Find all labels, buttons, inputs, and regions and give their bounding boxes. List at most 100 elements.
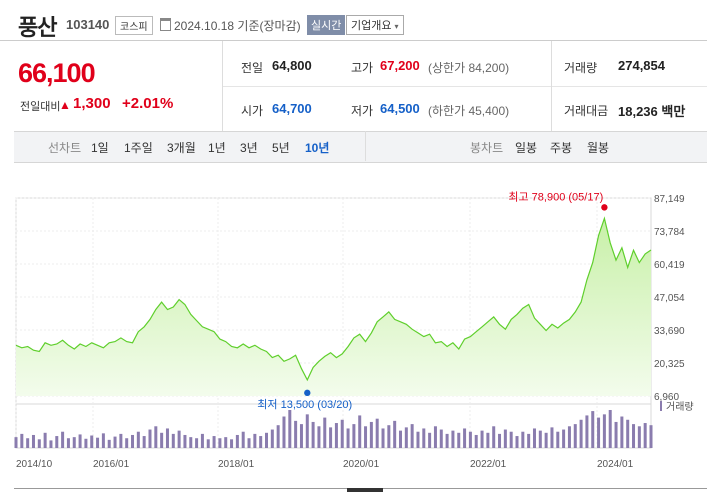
volume-bar <box>334 423 338 448</box>
volume-bar <box>527 433 531 448</box>
volume-bar <box>626 419 630 448</box>
volume-bar <box>259 436 263 448</box>
chart-annotations: 최고 78,900 (05/17) 최저 13,500 (03/20) <box>257 190 608 411</box>
volume-bar <box>393 420 397 448</box>
volume-bar <box>398 430 402 448</box>
volume-bars: 거래량 <box>14 401 694 448</box>
volume-bar <box>247 438 251 448</box>
x-tick-label: 2022/01 <box>470 459 507 470</box>
volume-bar <box>270 429 274 448</box>
volume-bar <box>66 438 70 448</box>
volume-legend: 거래량 <box>666 401 694 413</box>
price-line <box>15 216 652 382</box>
volume-bar <box>532 428 536 448</box>
volume-bar <box>276 425 280 448</box>
tab-3m[interactable]: 3개월 <box>167 141 196 155</box>
stats-vsep <box>551 41 552 131</box>
volume-bar <box>195 438 199 448</box>
company-info-dropdown[interactable]: 기업개요 ▾ <box>346 15 404 35</box>
volume-bar <box>632 424 636 448</box>
volume-bar <box>346 428 350 448</box>
open-value: 64,700 <box>272 101 312 116</box>
tab-3y[interactable]: 3년 <box>240 141 258 155</box>
upper-limit: (상한가 84,200) <box>428 61 510 75</box>
date-value: 2024.10.18 <box>174 19 235 33</box>
x-tick-label: 2020/01 <box>343 459 380 470</box>
low-label: 저가 <box>351 104 374 118</box>
tab-1y[interactable]: 1년 <box>208 141 226 155</box>
volume-bar <box>212 436 216 448</box>
volume-bar <box>562 429 566 448</box>
tab-weekly-candle[interactable]: 주봉 <box>550 141 573 155</box>
volume-bar <box>49 440 53 448</box>
volume-bar <box>113 436 117 448</box>
tab-5y[interactable]: 5년 <box>272 141 290 155</box>
volume-value: 274,854 <box>618 58 665 73</box>
volume-bar <box>474 434 478 448</box>
amount-label: 거래대금 <box>564 104 609 118</box>
y-tick-label: 87,149 <box>654 194 685 205</box>
volume-bar <box>218 438 222 448</box>
y-tick-label: 20,325 <box>654 359 685 370</box>
volume-bar <box>37 439 41 448</box>
volume-bar <box>369 421 373 448</box>
stock-code: 103140 <box>66 17 110 32</box>
volume-bar <box>189 437 193 448</box>
volume-bar <box>538 430 542 448</box>
lower-limit: (하한가 45,400) <box>428 104 510 118</box>
volume-bar <box>148 429 152 448</box>
volume-bar <box>544 432 548 448</box>
change-label: 전일대비 <box>20 101 61 113</box>
tab-monthly-candle[interactable]: 월봉 <box>587 141 610 155</box>
volume-bar <box>358 415 362 448</box>
volume-bar <box>224 437 228 448</box>
header-divider <box>0 40 707 41</box>
volume-bar <box>602 414 606 448</box>
high-annotation: 최고 78,900 (05/17) <box>508 190 603 203</box>
volume-bar <box>329 427 333 448</box>
high-marker <box>601 204 608 211</box>
y-axis: 87,149 73,784 60,419 47,054 33,690 20,325 6,96… <box>654 194 685 403</box>
volume-bar <box>265 432 269 448</box>
volume-legend-marker <box>660 401 662 411</box>
volume-bar <box>637 426 641 448</box>
tab-1w[interactable]: 1주일 <box>124 141 153 155</box>
volume-bar <box>125 438 129 448</box>
volume-bar <box>515 436 519 448</box>
volume-bar <box>439 429 443 448</box>
volume-bar <box>556 431 560 448</box>
volume-bar <box>78 434 82 448</box>
volume-bar <box>433 426 437 448</box>
volume-bar <box>200 433 204 448</box>
prev-close-value: 64,800 <box>272 58 312 73</box>
tab-1d[interactable]: 1일 <box>91 141 109 155</box>
x-axis: 2014/10 2016/01 2018/01 2020/01 2022/01 2024/… <box>16 459 634 470</box>
volume-bar <box>107 439 111 448</box>
tab-daily-candle[interactable]: 일봉 <box>515 141 538 155</box>
volume-bar <box>31 434 35 448</box>
volume-bar <box>416 431 420 448</box>
volume-bar <box>299 424 303 448</box>
volume-bar <box>14 437 18 448</box>
tab-10y[interactable]: 10년 <box>305 141 330 155</box>
volume-bar <box>55 436 59 448</box>
x-tick-label: 2018/01 <box>218 459 255 470</box>
volume-bar <box>235 434 239 448</box>
current-price: 66,100 <box>18 58 96 88</box>
realtime-button[interactable]: 실시간 <box>307 15 346 35</box>
volume-bar <box>503 429 507 448</box>
change-value: 1,300 <box>73 95 111 112</box>
volume-bar <box>608 410 612 448</box>
x-tick-label: 2024/01 <box>597 459 634 470</box>
amount-value: 18,236 백만 <box>618 104 686 119</box>
volume-bar <box>573 424 577 448</box>
volume-bar <box>463 428 467 448</box>
volume-bar <box>165 428 169 448</box>
volume-bar <box>567 426 571 448</box>
volume-bar <box>131 434 135 448</box>
volume-bar <box>422 428 426 448</box>
quote-date: 2024.10.18 기준(장마감) <box>174 17 301 34</box>
price-area <box>16 218 651 396</box>
volume-bar <box>20 433 24 448</box>
y-tick-label: 60,419 <box>654 260 685 271</box>
